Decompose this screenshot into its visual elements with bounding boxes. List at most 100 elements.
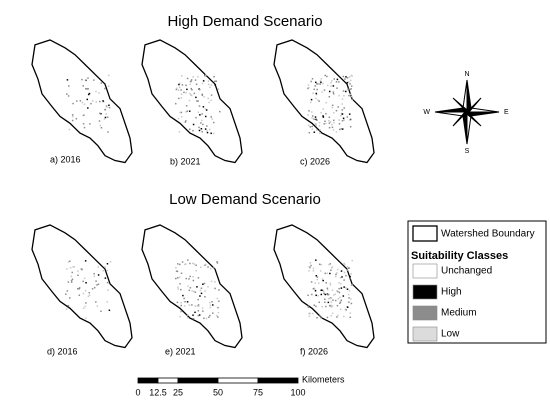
suitability-patch: [207, 266, 209, 268]
suitability-patch: [213, 80, 216, 83]
suitability-patch: [308, 270, 310, 272]
suitability-patch: [188, 278, 190, 280]
suitability-patch: [342, 117, 345, 120]
suitability-patch: [71, 278, 74, 281]
suitability-patch: [338, 282, 340, 284]
suitability-patch: [327, 301, 330, 304]
suitability-patch: [205, 317, 208, 320]
suitability-patch: [84, 289, 87, 292]
suitability-patch: [177, 89, 180, 91]
suitability-patch: [330, 301, 332, 303]
suitability-patch: [175, 266, 177, 269]
suitability-patch: [342, 295, 345, 297]
suitability-patch: [213, 121, 215, 124]
suitability-patch: [189, 92, 191, 95]
suitability-patch: [105, 105, 108, 107]
suitability-patch: [178, 97, 180, 100]
suitability-patch: [90, 102, 92, 105]
suitability-patch: [192, 318, 195, 320]
suitability-patch: [83, 103, 86, 106]
suitability-patch: [316, 83, 318, 85]
suitability-patch: [196, 305, 199, 307]
suitability-patch: [345, 287, 347, 289]
suitability-patch: [342, 75, 345, 78]
suitability-patch: [190, 94, 193, 97]
scale-label: 100: [290, 387, 305, 397]
suitability-patch: [316, 276, 319, 278]
suitability-patch: [106, 269, 109, 272]
suitability-patch: [108, 74, 110, 77]
suitability-patch: [333, 78, 335, 80]
suitability-patch: [350, 302, 353, 305]
suitability-patch: [179, 111, 181, 114]
suitability-patch: [200, 122, 202, 124]
suitability-patch: [177, 288, 180, 290]
suitability-patch: [210, 84, 213, 86]
suitability-patch: [176, 87, 178, 90]
suitability-patch: [329, 284, 332, 286]
suitability-patch: [96, 305, 99, 307]
suitability-patch: [311, 111, 313, 113]
scale-label: 50: [213, 387, 223, 397]
suitability-patch: [345, 274, 347, 277]
suitability-patch: [316, 129, 318, 131]
suitability-patch: [209, 267, 212, 270]
suitability-patch: [314, 116, 317, 118]
suitability-patch: [322, 116, 325, 118]
suitability-patch: [324, 293, 327, 296]
suitability-patch: [195, 83, 198, 85]
suitability-patch: [202, 80, 205, 82]
suitability-patch: [65, 293, 67, 295]
suitability-patch: [339, 301, 342, 303]
suitability-patch: [319, 80, 322, 83]
suitability-patch: [180, 302, 182, 304]
suitability-patch: [78, 287, 81, 289]
suitability-patch: [204, 115, 207, 118]
suitability-patch: [180, 272, 183, 275]
scale-segment: [217, 377, 259, 384]
suitability-patch: [202, 106, 205, 108]
suitability-patch: [87, 107, 89, 109]
suitability-patch: [180, 93, 183, 95]
legend-label: Unchanged: [441, 266, 492, 277]
suitability-patch: [177, 263, 179, 265]
suitability-patch: [313, 118, 315, 120]
suitability-patch: [310, 101, 312, 104]
suitability-patch: [200, 287, 203, 289]
suitability-patch: [328, 126, 331, 129]
suitability-patch: [67, 95, 70, 97]
suitability-patch: [346, 266, 349, 268]
suitability-patch: [76, 287, 79, 290]
suitability-patch: [338, 128, 341, 131]
scale-label: 25: [173, 387, 183, 397]
watershed: [31, 39, 133, 164]
suitability-patch: [315, 97, 317, 100]
suitability-patch: [197, 111, 200, 113]
suitability-patch: [216, 297, 219, 300]
suitability-patch: [338, 287, 340, 290]
suitability-patch: [103, 118, 106, 120]
suitability-patch: [179, 315, 181, 318]
suitability-patch: [84, 79, 87, 82]
suitability-patch: [319, 132, 321, 134]
suitability-patch: [349, 312, 352, 314]
suitability-patch: [311, 78, 314, 80]
suitability-patch: [89, 123, 91, 125]
suitability-patch: [318, 83, 320, 85]
suitability-patch: [190, 80, 192, 82]
panel-label: a) 2016: [50, 154, 81, 164]
suitability-patch: [320, 264, 323, 266]
suitability-patch: [337, 290, 339, 293]
suitability-patch: [340, 287, 343, 289]
suitability-patch: [326, 84, 329, 87]
suitability-patch: [315, 118, 317, 121]
suitability-patch: [343, 95, 345, 97]
suitability-patch: [348, 297, 350, 299]
suitability-patch: [201, 82, 204, 85]
suitability-patch: [330, 315, 332, 317]
suitability-patch: [323, 292, 325, 295]
suitability-patch: [185, 277, 188, 280]
suitability-patch: [349, 119, 351, 121]
suitability-patch: [336, 268, 339, 271]
suitability-patch: [187, 317, 189, 319]
